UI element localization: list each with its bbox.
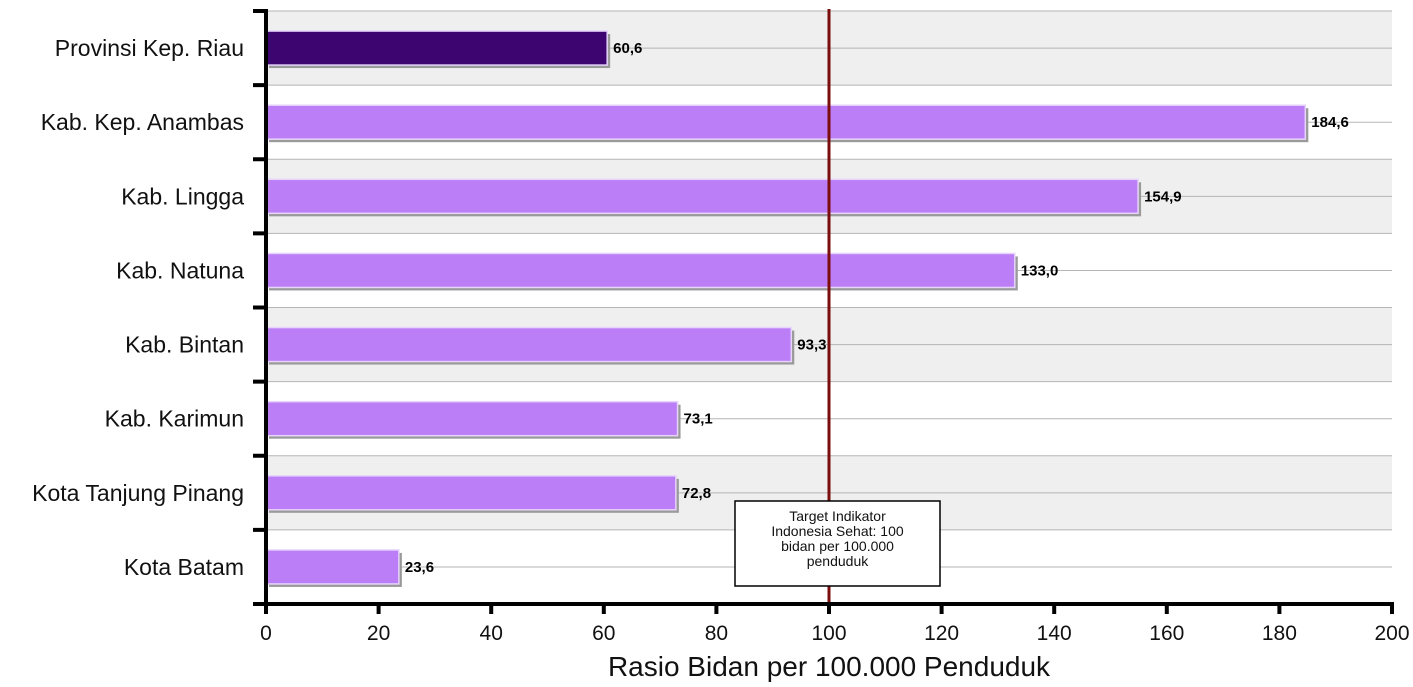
bar-kab-natuna — [265, 252, 1016, 289]
category-label: Kota Batam — [124, 554, 244, 580]
category-labels: Provinsi Kep. Riau Kab. Kep. Anambas Kab. … — [32, 35, 244, 580]
annotation-line: Target Indikator — [789, 508, 886, 524]
x-axis-title: Rasio Bidan per 100.000 Penduduk — [608, 651, 1051, 682]
bar-kota-batam — [265, 549, 400, 585]
category-label: Kab. Kep. Anambas — [41, 109, 244, 135]
bar-kab-kep-anambas — [265, 104, 1307, 140]
x-tick-label: 180 — [1262, 622, 1297, 645]
category-label: Kab. Natuna — [116, 257, 244, 283]
annotation-line: penduduk — [807, 553, 870, 569]
annotation-line: bidan per 100.000 — [781, 538, 894, 554]
x-tick-label: 80 — [705, 622, 728, 645]
annotation-line: Indonesia Sehat: 100 — [771, 523, 904, 539]
category-label: Kab. Karimun — [105, 406, 244, 432]
x-tick-label: 120 — [924, 622, 959, 645]
category-label: Kab. Bintan — [125, 332, 244, 358]
x-tick-label: 40 — [480, 622, 503, 645]
bar-kab-karimun — [265, 400, 679, 437]
bars — [265, 30, 1309, 587]
bar-kab-lingga — [265, 178, 1139, 215]
data-label: 73,1 — [684, 411, 713, 428]
tick-labels: 0 20 40 60 80 100 120 140 160 180 200 — [260, 622, 1409, 645]
data-label: 60,6 — [613, 40, 642, 57]
annotation-text: Target Indikator Indonesia Sehat: 100 bida… — [771, 508, 904, 569]
data-label: 154,9 — [1144, 188, 1182, 205]
data-labels: 60,6 184,6 154,9 133,0 93,3 73,1 72,8 23,6 — [405, 40, 1349, 576]
x-tick-label: 200 — [1374, 622, 1409, 645]
bar-kota-tanjung-pinang — [265, 475, 677, 511]
annotation-box — [734, 500, 941, 587]
data-label: 72,8 — [682, 485, 711, 502]
x-tick-label: 20 — [367, 622, 390, 645]
data-label: 133,0 — [1021, 262, 1059, 279]
axes — [253, 9, 1394, 614]
category-label: Kota Tanjung Pinang — [32, 480, 244, 506]
x-tick-label: 100 — [811, 622, 846, 645]
bar-provinsi-kep-riau — [265, 30, 608, 66]
x-tick-label: 60 — [592, 622, 615, 645]
category-label: Provinsi Kep. Riau — [55, 35, 244, 61]
data-label: 184,6 — [1311, 114, 1349, 131]
category-label: Kab. Lingga — [121, 183, 244, 209]
target-annotation: Target Indikator Indonesia Sehat: 100 bida… — [734, 500, 941, 587]
data-label: 93,3 — [797, 337, 826, 354]
bar-kab-bintan — [265, 326, 793, 363]
data-label: 23,6 — [405, 559, 434, 576]
x-tick-label: 0 — [260, 622, 272, 645]
x-tick-label: 160 — [1149, 622, 1184, 645]
x-tick-label: 140 — [1037, 622, 1072, 645]
